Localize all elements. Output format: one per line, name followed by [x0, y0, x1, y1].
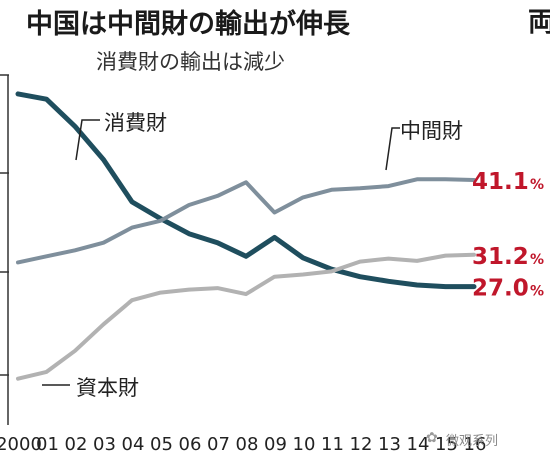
x-tick-label: 06: [179, 434, 202, 455]
chart-subtitle: 消費財の輸出は減少: [96, 50, 285, 74]
x-tick-label: 16: [464, 434, 487, 455]
series-line-1: [16, 177, 476, 265]
end-value-label: 41.1: [472, 169, 529, 195]
series-name-label: 資本財: [76, 376, 139, 400]
end-value-label: 31.2: [472, 244, 529, 270]
series-line-0: [15, 91, 477, 290]
x-tick-label: 09: [264, 434, 287, 455]
leader-line-consumer: [75, 119, 100, 161]
x-tick-label: 05: [150, 434, 173, 455]
clipped-title-fragment: 両: [528, 7, 550, 38]
x-tick-label: 04: [122, 434, 145, 455]
end-value-percent: %: [530, 252, 544, 268]
leader-line-intermediate: [385, 127, 400, 171]
series-name-label: 消費財: [104, 111, 167, 135]
x-tick-label: 11: [321, 434, 344, 455]
watermark-text: 微观系列: [446, 434, 499, 449]
end-value-percent: %: [530, 284, 544, 300]
x-tick-label: 02: [65, 434, 88, 455]
x-tick-label: 10: [293, 434, 316, 455]
series-name-label: 中間財: [400, 119, 463, 143]
x-tick-label: 03: [93, 434, 116, 455]
x-tick-label: 15: [435, 434, 458, 455]
wechat-icon: ✿: [426, 430, 438, 446]
end-value-percent: %: [530, 177, 544, 193]
x-tick-label: 13: [378, 434, 401, 455]
chart-title: 中国は中間財の輸出が伸長: [26, 9, 350, 40]
x-tick-label: 08: [236, 434, 259, 455]
x-tick-label: 01: [36, 434, 59, 455]
x-tick-label: 12: [350, 434, 373, 455]
end-value-label: 27.0: [472, 276, 529, 302]
x-tick-label: 14: [407, 434, 430, 455]
x-tick-label: 2000: [0, 434, 42, 455]
x-tick-label: 07: [207, 434, 230, 455]
series-line-2: [16, 252, 476, 381]
